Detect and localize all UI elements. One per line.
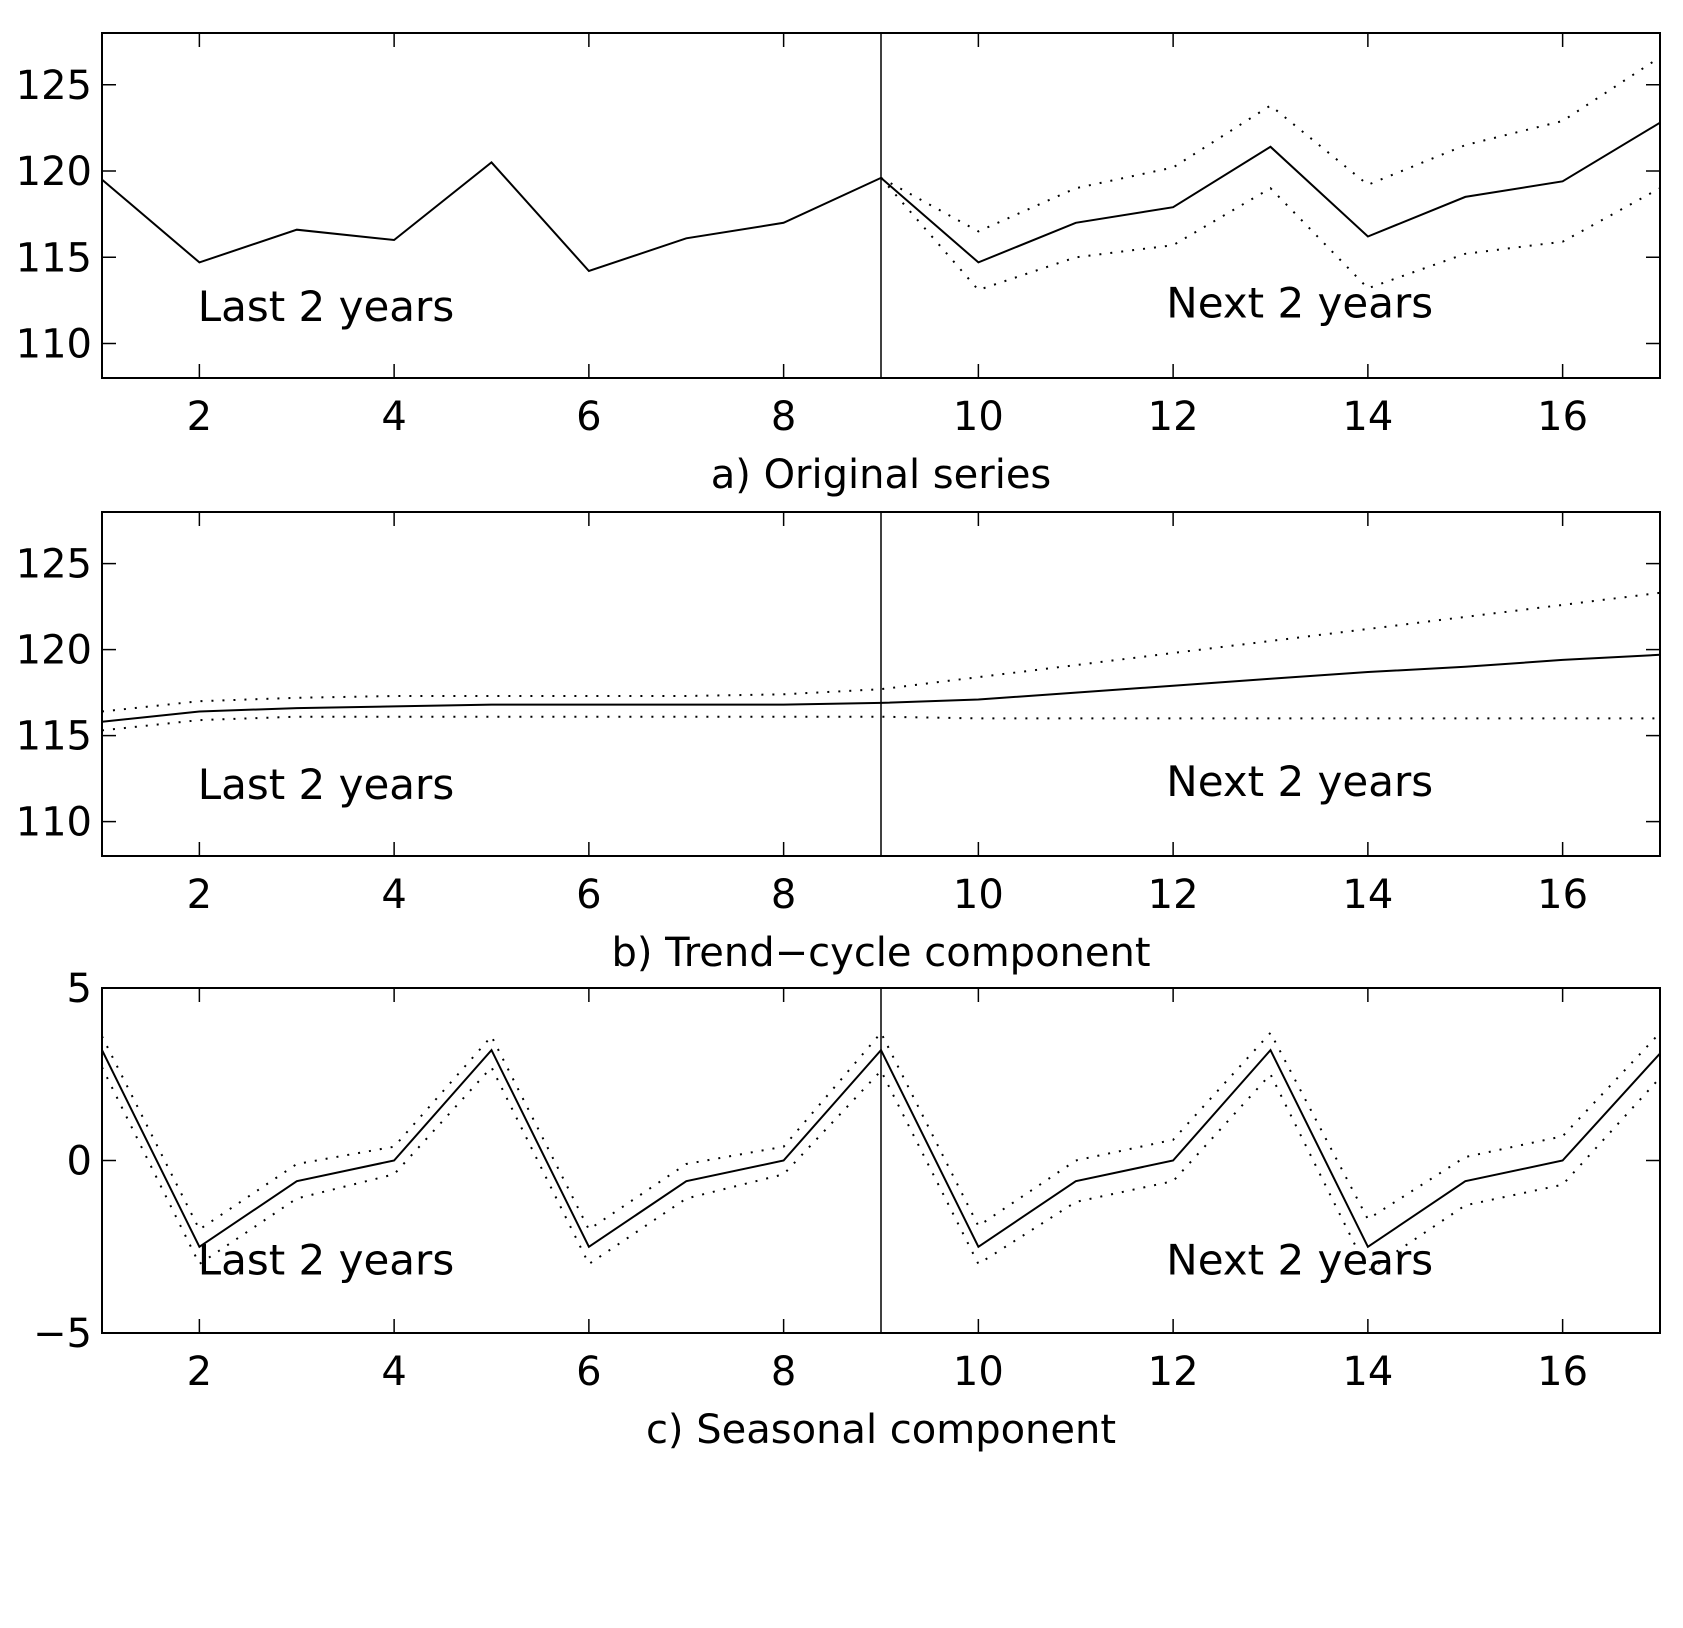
panel-b-annotation-next: Next 2 years: [1166, 757, 1433, 806]
panel-a-caption: a) Original series: [711, 452, 1052, 498]
panel-b-xtick-label: 4: [381, 872, 406, 918]
panel-b-xtick-label: 8: [771, 872, 796, 918]
panel-c-xtick-label: 6: [576, 1349, 601, 1395]
panel-c-series-line: [101, 1048, 1661, 1249]
panel-a-annotation-last: Last 2 years: [198, 282, 455, 331]
panel-b-xtick-label: 14: [1342, 872, 1393, 918]
panel-c-caption: c) Seasonal component: [646, 1407, 1116, 1453]
panel-b-ytick-label: 120: [16, 628, 92, 674]
panel-b-xtick-label: 2: [187, 872, 212, 918]
panel-c-xtick-label: 14: [1342, 1349, 1393, 1395]
panel-b-annotation-last: Last 2 years: [198, 760, 455, 809]
panel-c-ytick-label: −5: [33, 1311, 92, 1357]
panel-a-xtick-label: 8: [771, 394, 796, 440]
panel-a-ytick-label: 115: [16, 235, 92, 281]
panel-b-ytick-label: 110: [16, 800, 92, 846]
panel-a-interval-line-1: [880, 56, 1661, 233]
panel-b: 2 4 6 8 10 12 14 16 110 115 120 125 Last 2 years Next…: [16, 511, 1661, 976]
panel-a-ytick-label: 110: [16, 322, 92, 368]
panel-c-xtick-label: 12: [1148, 1349, 1199, 1395]
panel-b-caption: b) Trend−cycle component: [611, 930, 1150, 976]
panel-c-annotation-last: Last 2 years: [198, 1235, 455, 1284]
panel-a-annotation-next: Next 2 years: [1166, 279, 1433, 328]
panel-c-ytick-label: 5: [67, 966, 92, 1012]
panel-b-interval-line-2: [101, 715, 1660, 732]
panel-a: 2 4 6 8 10 12 14 16 110 115 120 125 Last 2 years Next…: [16, 32, 1661, 498]
panel-b-xtick-label: 10: [953, 872, 1004, 918]
panel-a-ytick-label: 120: [16, 149, 92, 195]
panel-a-xtick-label: 14: [1342, 394, 1393, 440]
panel-c-ytick-label: 0: [67, 1139, 92, 1185]
panel-c-xtick-label: 8: [771, 1349, 796, 1395]
panel-c-xtick-label: 2: [187, 1349, 212, 1395]
panel-b-ytick-label: 125: [16, 542, 92, 588]
panel-c-xtick-label: 4: [381, 1349, 406, 1395]
panel-c-xtick-label: 10: [953, 1349, 1004, 1395]
panel-a-xtick-label: 6: [576, 394, 601, 440]
panel-c-annotation-next: Next 2 years: [1166, 1235, 1433, 1284]
panel-c: 2 4 6 8 10 12 14 16 −5 0 5 Last 2 years Next 2 years…: [33, 966, 1661, 1453]
panel-b-xtick-label: 16: [1537, 872, 1588, 918]
panel-b-xtick-label: 12: [1148, 872, 1199, 918]
panel-a-xtick-label: 10: [953, 394, 1004, 440]
panel-b-xtick-label: 6: [576, 872, 601, 918]
panel-a-ytick-label: 125: [16, 63, 92, 109]
panel-a-xtick-label: 12: [1148, 394, 1199, 440]
panel-a-xtick-label: 2: [187, 394, 212, 440]
panel-b-series-line: [101, 653, 1661, 723]
panel-b-ytick-label: 115: [16, 714, 92, 760]
panel-c-xtick-label: 16: [1537, 1349, 1588, 1395]
panel-a-interval-line-2: [880, 177, 1661, 292]
panel-a-xtick-label: 4: [381, 394, 406, 440]
panel-a-xtick-label: 16: [1537, 394, 1588, 440]
